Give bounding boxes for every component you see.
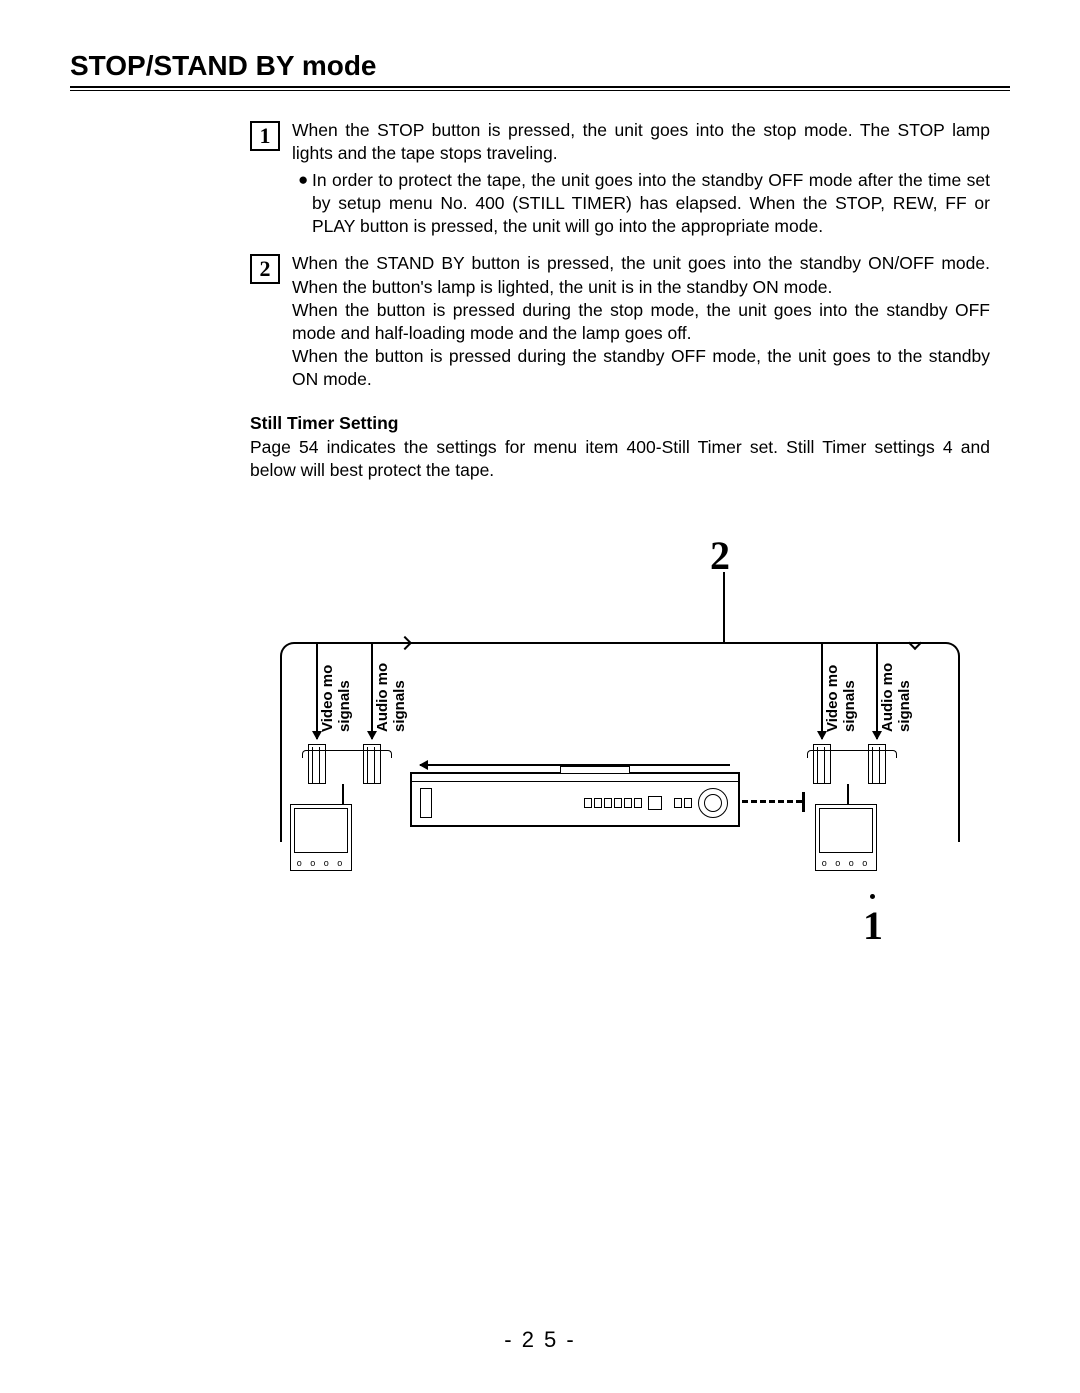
label-audio-right: Audio mo signals <box>880 663 913 732</box>
bullet-dot-icon: ● <box>298 169 312 238</box>
step-1-text: When the STOP button is pressed, the uni… <box>292 119 990 165</box>
deck-lid <box>560 766 630 774</box>
label-video-left: Video mo signals <box>320 665 353 732</box>
deck-unit <box>410 772 740 827</box>
monitor-left: o o o o <box>290 804 352 871</box>
page-title: STOP/STAND BY mode <box>70 50 1010 82</box>
callout-1: 1 <box>863 902 883 949</box>
monitor-right: o o o o <box>815 804 877 871</box>
arrow-audio-right <box>876 644 878 739</box>
monitor-left-line <box>342 784 344 804</box>
monitor-right-controls: o o o o <box>816 856 876 870</box>
callout-2: 2 <box>710 532 730 579</box>
callout-1-dot <box>870 894 875 899</box>
label-audio-left: Audio mo signals <box>375 663 408 732</box>
dashed-end <box>802 792 805 812</box>
monitor-left-controls: o o o o <box>291 856 351 870</box>
still-timer-text: Page 54 indicates the settings for menu … <box>250 436 990 482</box>
step-2: 2 When the STAND BY button is pressed, t… <box>250 252 990 391</box>
step-1-bullet-text: In order to protect the tape, the unit g… <box>312 169 990 238</box>
arrow-audio-left <box>371 644 373 739</box>
body-content: 1 When the STOP button is pressed, the u… <box>250 119 990 952</box>
page-number: - 2 5 - <box>0 1327 1080 1353</box>
bridge-left <box>302 750 392 758</box>
step-2-number: 2 <box>250 254 280 284</box>
step-1-bullet: ● In order to protect the tape, the unit… <box>292 169 990 238</box>
title-rule <box>70 86 1010 91</box>
bridge-right <box>807 750 897 758</box>
arrow-video-left <box>316 644 318 739</box>
jog-dial-icon <box>698 788 728 818</box>
label-video-right: Video mo signals <box>825 665 858 732</box>
signal-diagram: 2 Video mo signals Audio mo signals Vide… <box>270 552 970 952</box>
monitor-right-line <box>847 784 849 804</box>
signal-arrow-main <box>420 764 730 766</box>
callout-2-line <box>723 572 725 642</box>
step-2-text: When the STAND BY button is pressed, the… <box>292 252 990 391</box>
dashed-line <box>742 800 802 803</box>
still-timer-heading: Still Timer Setting <box>250 413 990 434</box>
step-1-number: 1 <box>250 121 280 151</box>
arrow-video-right <box>821 644 823 739</box>
step-1: 1 When the STOP button is pressed, the u… <box>250 119 990 238</box>
